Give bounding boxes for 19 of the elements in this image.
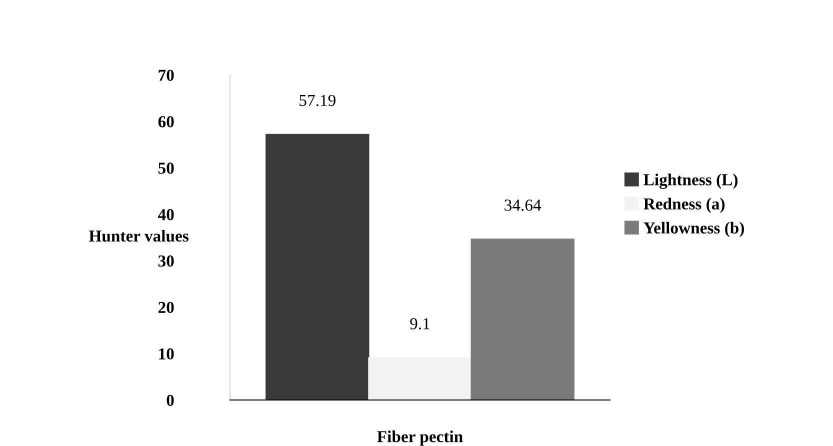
y-tick-label: 40 [158, 208, 174, 220]
y-tick-label: 60 [158, 116, 174, 128]
y-tick-label: 0 [166, 394, 174, 406]
y-tick-label: 70 [158, 70, 174, 81]
x-tick-label: Fiber pectin [377, 430, 463, 446]
data-label: 9.1 [410, 318, 430, 330]
bar [266, 134, 370, 400]
bar [470, 238, 574, 400]
legend-label: Yellowness (b) [644, 222, 744, 237]
data-label: 34.64 [504, 200, 542, 211]
bar [368, 357, 472, 400]
y-axis-title: Hunter values [89, 230, 188, 242]
y-tick-label: 10 [159, 348, 174, 360]
legend-label: Redness (a) [644, 198, 725, 213]
y-tick-label: 50 [158, 162, 174, 174]
data-label: 57.19 [300, 94, 336, 106]
legend-label: Lightness (L) [644, 174, 738, 189]
y-tick-label: 30 [158, 255, 174, 267]
y-tick-label: 20 [158, 302, 174, 314]
